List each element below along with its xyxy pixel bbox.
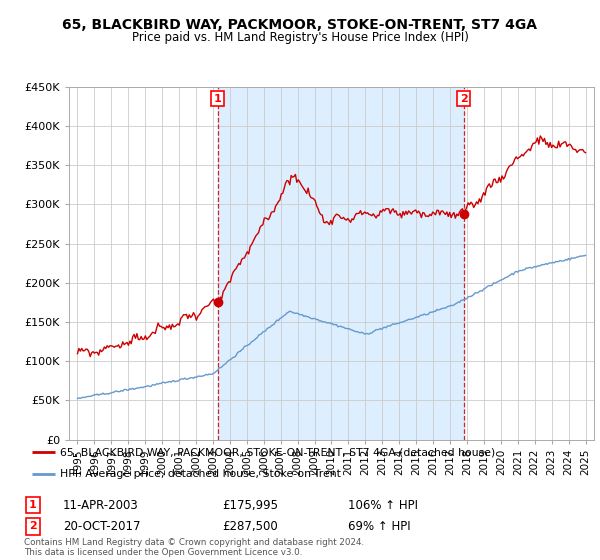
Text: £287,500: £287,500 [222, 520, 278, 533]
Text: 1: 1 [29, 500, 37, 510]
Text: 1: 1 [214, 94, 221, 104]
Text: 106% ↑ HPI: 106% ↑ HPI [348, 498, 418, 512]
Text: 11-APR-2003: 11-APR-2003 [63, 498, 139, 512]
Text: 2: 2 [460, 94, 467, 104]
Text: £175,995: £175,995 [222, 498, 278, 512]
Text: Price paid vs. HM Land Registry's House Price Index (HPI): Price paid vs. HM Land Registry's House … [131, 31, 469, 44]
Bar [218, 87, 464, 440]
Text: 65, BLACKBIRD WAY, PACKMOOR, STOKE-ON-TRENT, ST7 4GA (detached house): 65, BLACKBIRD WAY, PACKMOOR, STOKE-ON-TR… [61, 447, 496, 458]
Text: 2: 2 [29, 521, 37, 531]
Text: 65, BLACKBIRD WAY, PACKMOOR, STOKE-ON-TRENT, ST7 4GA: 65, BLACKBIRD WAY, PACKMOOR, STOKE-ON-TR… [62, 18, 538, 32]
Text: 69% ↑ HPI: 69% ↑ HPI [348, 520, 410, 533]
Text: 20-OCT-2017: 20-OCT-2017 [63, 520, 140, 533]
Text: HPI: Average price, detached house, Stoke-on-Trent: HPI: Average price, detached house, Stok… [61, 469, 341, 479]
Text: Contains HM Land Registry data © Crown copyright and database right 2024.
This d: Contains HM Land Registry data © Crown c… [24, 538, 364, 557]
